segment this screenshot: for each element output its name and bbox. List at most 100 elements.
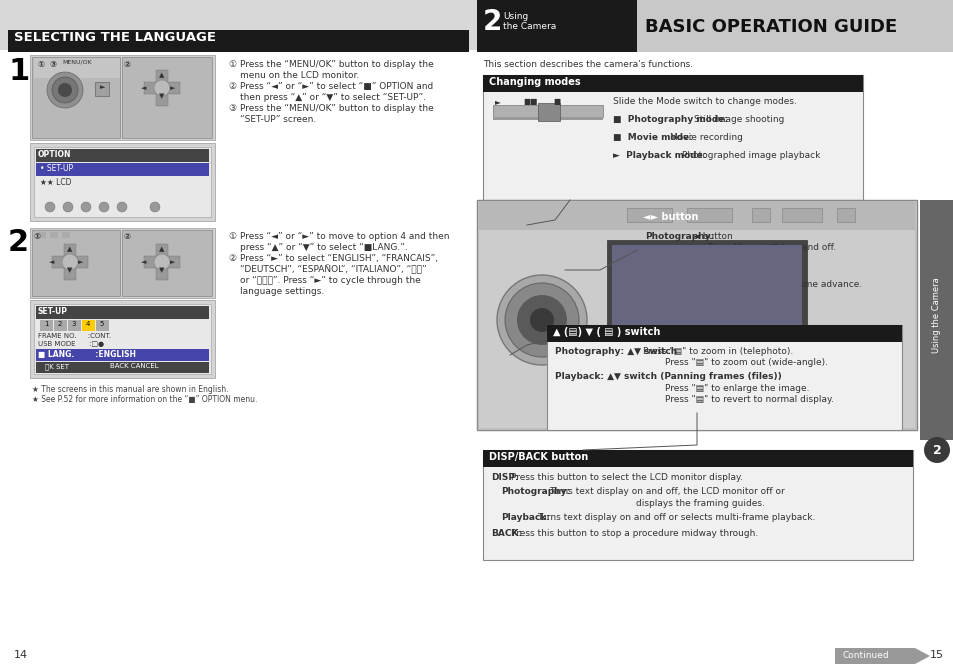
Text: ★ The screens in this manual are shown in English.: ★ The screens in this manual are shown i… [32, 385, 229, 394]
Text: Slide the Mode switch to change modes.: Slide the Mode switch to change modes. [613, 97, 796, 106]
Text: ◄: ◄ [140, 85, 146, 91]
Bar [764, 367, 808, 383]
Text: Press “►” to select “ENGLISH”, “FRANCAIS”,: Press “►” to select “ENGLISH”, “FRANCAIS… [240, 254, 437, 263]
Text: ▼: ▼ [159, 93, 165, 99]
Text: ★ See P.52 for more information on the “■” OPTION menu.: ★ See P.52 for more information on the “… [32, 395, 257, 404]
Circle shape [62, 254, 78, 270]
Bar [82, 320, 95, 331]
Text: ▲: ▲ [159, 246, 165, 252]
Bar [482, 450, 912, 467]
Text: ⓄK SET: ⓄK SET [45, 363, 69, 370]
Circle shape [63, 202, 73, 212]
Bar [30, 143, 214, 221]
Text: DISP/BACK button: DISP/BACK button [489, 452, 588, 462]
Text: ①: ① [38, 60, 45, 69]
Text: Changing modes: Changing modes [489, 77, 580, 87]
Circle shape [81, 202, 91, 212]
Text: ②: ② [228, 82, 236, 91]
Bar [38, 232, 46, 238]
Text: 2: 2 [932, 444, 941, 456]
Bar [0, 0, 476, 50]
Text: 4: 4 [86, 321, 91, 327]
Text: then press “▲” or “▼” to select “SET-UP”.: then press “▲” or “▼” to select “SET-UP”… [240, 93, 426, 102]
Bar [36, 163, 209, 176]
Circle shape [517, 295, 566, 345]
Text: ►: ► [170, 259, 175, 265]
Text: Press "▤" to enlarge the image.: Press "▤" to enlarge the image. [664, 384, 809, 393]
Bar [482, 75, 862, 200]
Text: ①: ① [34, 232, 41, 241]
Text: “SET-UP” screen.: “SET-UP” screen. [240, 115, 315, 124]
Text: • SET-UP: • SET-UP [40, 164, 73, 173]
Text: Press this button to stop a procedure midway through.: Press this button to stop a procedure mi… [511, 529, 758, 538]
Text: or “日本語”. Press “►” to cycle through the: or “日本語”. Press “►” to cycle through the [240, 276, 420, 285]
Bar [40, 320, 53, 331]
Text: Press the “MENU/OK” button to display the: Press the “MENU/OK” button to display th… [240, 104, 434, 113]
Bar [34, 58, 120, 78]
Text: MENU/OK: MENU/OK [62, 60, 91, 65]
Text: ◄: ◄ [140, 259, 146, 265]
Text: 2: 2 [58, 321, 62, 327]
Bar [144, 82, 180, 94]
Text: ◄► button: ◄► button [642, 212, 698, 222]
Text: Still image shooting: Still image shooting [693, 115, 783, 124]
Bar [62, 232, 70, 238]
Circle shape [45, 202, 55, 212]
Text: ◄ button: ◄ button [692, 232, 732, 241]
Circle shape [58, 83, 71, 97]
Bar [751, 208, 769, 222]
Text: ▲ (▤) ▼ ( ▤ ) switch: ▲ (▤) ▼ ( ▤ ) switch [553, 327, 659, 337]
Text: Photography:: Photography: [500, 487, 570, 496]
Bar [68, 320, 81, 331]
Text: 5: 5 [100, 321, 104, 327]
Text: SET-UP: SET-UP [38, 307, 68, 316]
Bar [64, 244, 76, 280]
Text: BASIC OPERATION GUIDE: BASIC OPERATION GUIDE [644, 18, 897, 36]
Text: ◄: ◄ [767, 370, 774, 380]
Bar [476, 0, 637, 52]
Bar [36, 349, 209, 361]
Circle shape [52, 77, 78, 103]
Text: Playback:: Playback: [644, 280, 693, 289]
Text: Photographed image playback: Photographed image playback [681, 151, 820, 160]
Bar [626, 208, 671, 222]
Text: Playback: ▲▼ switch (Panning frames (files)): Playback: ▲▼ switch (Panning frames (fil… [555, 372, 781, 381]
Text: ▼: ▼ [68, 267, 72, 273]
Text: ②: ② [228, 254, 236, 263]
Text: ►: ► [795, 370, 801, 380]
Text: ■  Movie mode:: ■ Movie mode: [613, 133, 692, 142]
Bar [478, 202, 914, 230]
Text: Press the “MENU/OK” button to display the: Press the “MENU/OK” button to display th… [240, 60, 434, 69]
Text: ▲: ▲ [783, 355, 789, 364]
Bar [54, 320, 67, 331]
Text: 2: 2 [482, 8, 502, 36]
Text: OPTION: OPTION [38, 150, 71, 159]
Text: ▼: ▼ [159, 267, 165, 273]
Bar [156, 70, 168, 106]
Text: Using: Using [502, 12, 528, 21]
Text: BACK:: BACK: [491, 529, 521, 538]
Bar [30, 55, 214, 140]
Bar [34, 147, 211, 217]
Text: ■  Photography mode:: ■ Photography mode: [613, 115, 727, 124]
Bar [606, 240, 806, 390]
Bar [8, 30, 469, 52]
Text: Press “◄” or “►” to move to option 4 and then: Press “◄” or “►” to move to option 4 and… [240, 232, 449, 241]
Text: ①: ① [228, 60, 236, 69]
Bar [122, 57, 212, 138]
Bar [836, 208, 854, 222]
Text: Press “◄” or “►” to select “■” OPTION and: Press “◄” or “►” to select “■” OPTION an… [240, 82, 433, 91]
Circle shape [776, 365, 796, 385]
Bar [686, 208, 731, 222]
Circle shape [673, 377, 709, 413]
Text: SELECTING THE LANGUAGE: SELECTING THE LANGUAGE [14, 31, 215, 44]
Text: press “▲” or “▼” to select “■LANG.”.: press “▲” or “▼” to select “■LANG.”. [240, 243, 407, 252]
Circle shape [504, 283, 578, 357]
Text: 15: 15 [929, 650, 943, 660]
Bar [546, 325, 901, 342]
Bar [546, 325, 901, 430]
Bar [30, 300, 214, 378]
Bar [834, 648, 914, 664]
Text: Press "▤" to zoom out (wide-angle).: Press "▤" to zoom out (wide-angle). [664, 358, 827, 367]
Bar [493, 117, 602, 120]
